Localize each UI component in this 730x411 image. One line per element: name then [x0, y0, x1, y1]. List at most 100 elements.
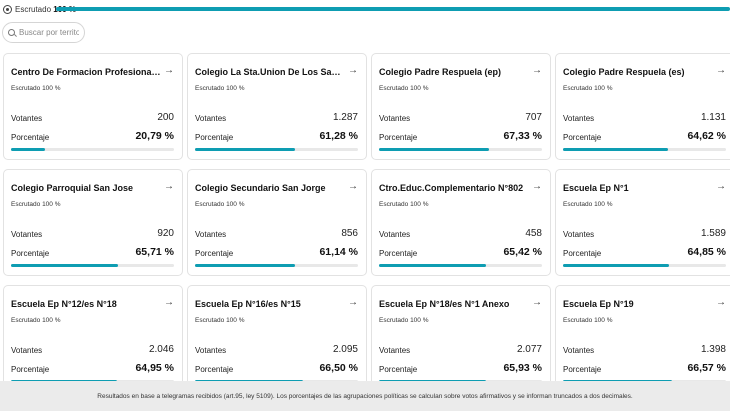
porcentaje-label: Porcentaje — [379, 365, 418, 374]
percentage-bar — [11, 264, 174, 267]
arrow-right-icon[interactable]: → — [532, 181, 542, 192]
card-title: Ctro.Educ.Complementario N°802 — [379, 183, 524, 193]
porcentaje-label: Porcentaje — [11, 133, 50, 142]
porcentaje-label: Porcentaje — [195, 133, 234, 142]
card-scrutiny: Escrutado 100 % — [379, 317, 429, 324]
card-scrutiny: Escrutado 100 % — [563, 317, 613, 324]
arrow-right-icon[interactable]: → — [532, 65, 542, 76]
votantes-value: 1.589 — [700, 228, 726, 239]
card-scrutiny: Escrutado 100 % — [11, 85, 61, 92]
card-scrutiny: Escrutado 100 % — [195, 85, 245, 92]
card-title: Colegio Padre Respuela (ep) — [379, 67, 502, 77]
scrutiny-progress-fill — [56, 7, 730, 11]
porcentaje-label: Porcentaje — [563, 365, 602, 374]
votantes-value: 1.131 — [700, 112, 726, 123]
arrow-right-icon[interactable]: → — [716, 297, 726, 308]
votantes-label: Votantes — [563, 230, 595, 239]
card-scrutiny: Escrutado 100 % — [563, 201, 613, 208]
arrow-right-icon[interactable]: → — [348, 181, 358, 192]
porcentaje-label: Porcentaje — [379, 133, 418, 142]
percentage-bar — [379, 148, 542, 151]
percentage-bar — [379, 264, 542, 267]
footer-text: Resultados en base a telegramas recibido… — [97, 392, 633, 400]
result-card[interactable]: Escuela Ep N°1 → Escrutado 100 % Votantes 1.… — [555, 169, 730, 276]
result-card[interactable]: Escuela Ep N°19 → Escrutado 100 % Votantes 1… — [555, 285, 730, 392]
porcentaje-label: Porcentaje — [195, 365, 234, 374]
card-title: Escuela Ep N°1 — [563, 183, 629, 193]
percentage-bar — [563, 264, 726, 267]
percentage-bar — [195, 264, 358, 267]
card-title: Escuela Ep N°16/es N°15 — [195, 299, 301, 309]
porcentaje-value: 65,71 % — [135, 246, 174, 258]
votantes-label: Votantes — [563, 114, 595, 123]
votantes-label: Votantes — [379, 114, 411, 123]
card-title: Colegio Parroquial San Jose — [11, 183, 134, 193]
result-card[interactable]: Colegio Secundario San Jorge → Escrutado 1… — [187, 169, 367, 276]
votantes-label: Votantes — [379, 230, 411, 239]
percentage-bar — [11, 148, 174, 151]
arrow-right-icon[interactable]: → — [716, 181, 726, 192]
card-scrutiny: Escrutado 100 % — [195, 317, 245, 324]
votantes-value: 920 — [157, 228, 174, 239]
card-scrutiny: Escrutado 100 % — [379, 85, 429, 92]
porcentaje-label: Porcentaje — [195, 249, 234, 258]
porcentaje-label: Porcentaje — [563, 249, 602, 258]
votantes-value: 2.046 — [148, 344, 174, 355]
percentage-bar-fill — [563, 148, 669, 151]
porcentaje-label: Porcentaje — [11, 365, 50, 374]
result-card[interactable]: Escuela Ep N°12/es N°18 → Escrutado 100 % V… — [3, 285, 183, 392]
porcentaje-label: Porcentaje — [563, 133, 602, 142]
arrow-right-icon[interactable]: → — [348, 65, 358, 76]
porcentaje-value: 67,33 % — [503, 130, 542, 142]
votantes-value: 1.287 — [332, 112, 358, 123]
arrow-right-icon[interactable]: → — [164, 181, 174, 192]
card-title: Escuela Ep N°12/es N°18 — [11, 299, 117, 309]
votantes-value: 1.398 — [700, 344, 726, 355]
card-title: Colegio Padre Respuela (es) — [563, 67, 685, 77]
card-scrutiny: Escrutado 100 % — [11, 201, 61, 208]
percentage-bar-fill — [11, 148, 45, 151]
result-card[interactable]: Colegio Padre Respuela (ep) → Escrutado 10… — [371, 53, 551, 160]
arrow-right-icon[interactable]: → — [164, 297, 174, 308]
arrow-right-icon[interactable]: → — [348, 297, 358, 308]
card-scrutiny: Escrutado 100 % — [195, 201, 245, 208]
result-card[interactable]: Ctro.Educ.Complementario N°802 → Escrutado… — [371, 169, 551, 276]
percentage-bar-fill — [195, 148, 295, 151]
votantes-label: Votantes — [195, 230, 227, 239]
votantes-value: 856 — [341, 228, 358, 239]
votantes-label: Votantes — [195, 346, 227, 355]
scrutiny-progress-bar — [56, 7, 730, 11]
votantes-value: 2.095 — [332, 344, 358, 355]
footer-note: Resultados en base a telegramas recibido… — [0, 381, 730, 411]
votantes-label: Votantes — [11, 114, 43, 123]
result-card[interactable]: Escuela Ep N°18/es N°1 Anexo → Escrutado 1… — [371, 285, 551, 392]
porcentaje-value: 66,50 % — [319, 362, 358, 374]
card-scrutiny: Escrutado 100 % — [379, 201, 429, 208]
card-scrutiny: Escrutado 100 % — [563, 85, 613, 92]
card-title: Escuela Ep N°18/es N°1 Anexo — [379, 299, 510, 309]
votantes-value: 458 — [525, 228, 542, 239]
arrow-right-icon[interactable]: → — [164, 65, 174, 76]
percentage-bar-fill — [195, 264, 295, 267]
porcentaje-label: Porcentaje — [11, 249, 50, 258]
porcentaje-value: 65,42 % — [503, 246, 542, 258]
result-card[interactable]: Escuela Ep N°16/es N°15 → Escrutado 100 % V… — [187, 285, 367, 392]
result-card[interactable]: Colegio Padre Respuela (es) → Escrutado 10… — [555, 53, 730, 160]
votantes-label: Votantes — [563, 346, 595, 355]
search-input[interactable] — [19, 28, 79, 37]
scrutiny-header: Escrutado 100 % — [0, 0, 730, 18]
percentage-bar-fill — [11, 264, 119, 267]
votantes-value: 200 — [157, 112, 174, 123]
result-card[interactable]: Colegio La Sta.Union De Los Sagrados Cor… — [187, 53, 367, 160]
result-card[interactable]: Colegio Parroquial San Jose → Escrutado 10… — [3, 169, 183, 276]
result-card[interactable]: Centro De Formacion Profesional N°402→ Es… — [3, 53, 183, 160]
arrow-right-icon[interactable]: → — [716, 65, 726, 76]
porcentaje-value: 61,14 % — [319, 246, 358, 258]
porcentaje-value: 64,95 % — [135, 362, 174, 374]
votantes-label: Votantes — [11, 346, 43, 355]
arrow-right-icon[interactable]: → — [532, 297, 542, 308]
card-title: Colegio La Sta.Union De Los Sagrados Cor… — [195, 67, 345, 77]
votantes-label: Votantes — [379, 346, 411, 355]
search-box[interactable] — [2, 22, 85, 43]
percentage-bar-fill — [379, 264, 486, 267]
